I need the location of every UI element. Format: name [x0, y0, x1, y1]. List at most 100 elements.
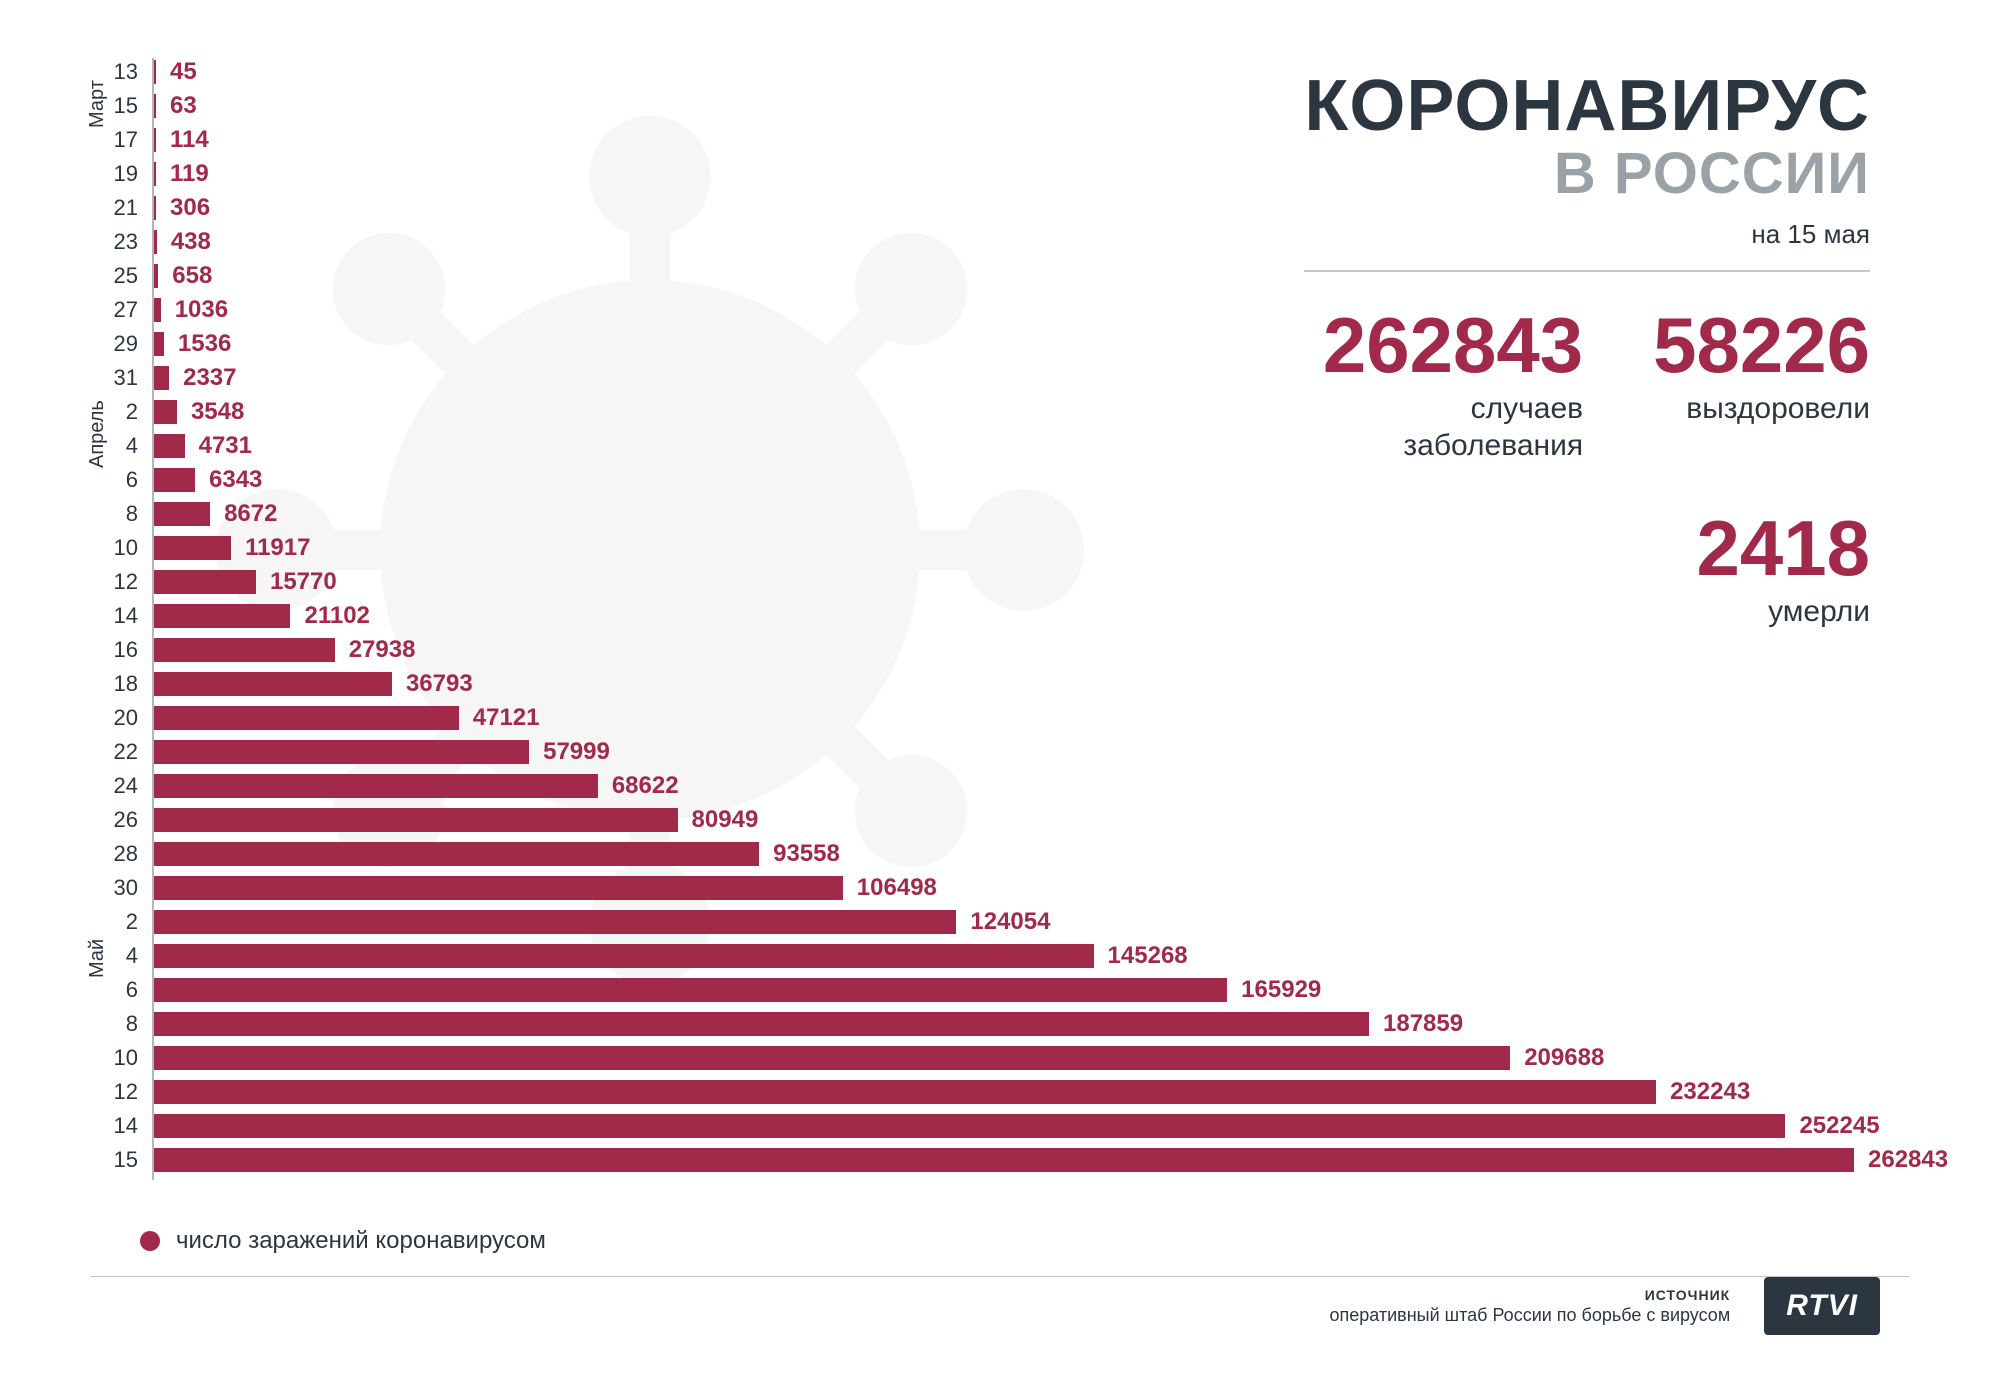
- bar-row: 28 93558: [100, 840, 840, 868]
- bar-row: 21306: [100, 194, 210, 222]
- day-label: 2: [100, 399, 148, 425]
- legend: число заражений коронавирусом: [140, 1227, 546, 1255]
- day-label: 15: [100, 93, 148, 119]
- bar-value-label: 145268: [1108, 942, 1188, 970]
- day-label: 14: [100, 603, 148, 629]
- bar: [154, 128, 156, 152]
- bar: [154, 162, 156, 186]
- bar: [154, 808, 678, 832]
- bar-value-label: 93558: [773, 840, 840, 868]
- bar-value-label: 119: [170, 160, 209, 188]
- bar: [154, 876, 843, 900]
- bar-value-label: 3548: [191, 398, 244, 426]
- bar: [154, 910, 956, 934]
- bar: [154, 1046, 1510, 1070]
- bar-row: 14252245: [100, 1112, 1880, 1140]
- bar-row: 12 15770: [100, 568, 337, 596]
- bar-row: 2468622: [100, 772, 679, 800]
- bar-value-label: 106498: [857, 874, 937, 902]
- bar-row: 12 232243: [100, 1078, 1750, 1106]
- day-label: 16: [100, 637, 148, 663]
- day-label: 17: [100, 127, 148, 153]
- bar-row: 10209688: [100, 1044, 1604, 1072]
- day-label: 12: [100, 1079, 148, 1105]
- day-label: 31: [100, 365, 148, 391]
- as-of-date: на 15 мая: [1304, 219, 1870, 250]
- bar-row: 6165929: [100, 976, 1321, 1004]
- bar-row: 8187859: [100, 1010, 1463, 1038]
- bar: [154, 740, 529, 764]
- bar: [154, 502, 210, 526]
- bar: [154, 264, 158, 288]
- bar-value-label: 15770: [270, 568, 337, 596]
- bar-row: 17114: [100, 126, 209, 154]
- day-label: 6: [100, 977, 148, 1003]
- stat-cases-label: случаев заболевания: [1323, 390, 1583, 465]
- bar: [154, 366, 169, 390]
- bar-row: 44731: [100, 432, 252, 460]
- bar-value-label: 252245: [1799, 1112, 1879, 1140]
- bar: [154, 1012, 1369, 1036]
- day-label: 18: [100, 671, 148, 697]
- bar: [154, 774, 598, 798]
- bar: [154, 536, 231, 560]
- legend-dot-icon: [140, 1231, 160, 1251]
- bar: [154, 1080, 1656, 1104]
- bar-value-label: 80949: [692, 806, 759, 834]
- day-label: 12: [100, 569, 148, 595]
- bar-row: 8 8672: [100, 500, 277, 528]
- bar-row: 1011917: [100, 534, 310, 562]
- bar-value-label: 232243: [1670, 1078, 1750, 1106]
- bar-value-label: 262843: [1868, 1146, 1948, 1174]
- stat-deaths-value: 2418: [1696, 509, 1870, 587]
- bar-value-label: 1536: [178, 330, 231, 358]
- day-label: 28: [100, 841, 148, 867]
- day-label: 8: [100, 501, 148, 527]
- bar-value-label: 27938: [349, 636, 416, 664]
- bar-row: 2047121: [100, 704, 540, 732]
- bar-value-label: 6343: [209, 466, 262, 494]
- bar: [154, 570, 256, 594]
- bar-value-label: 8672: [224, 500, 277, 528]
- bar: [154, 842, 759, 866]
- bar-value-label: 45: [170, 58, 197, 86]
- bar: [154, 604, 290, 628]
- bar-value-label: 1036: [175, 296, 228, 324]
- footer: ИСТОЧНИК оперативный штаб России по борь…: [1329, 1277, 1880, 1335]
- stat-recovered-value: 58226: [1653, 306, 1870, 384]
- day-label: 8: [100, 1011, 148, 1037]
- day-label: 21: [100, 195, 148, 221]
- bar-value-label: 57999: [543, 738, 610, 766]
- stat-recovered-label: выздоровели: [1653, 390, 1870, 428]
- bar: [154, 1114, 1785, 1138]
- bar-row: 2 124054: [100, 908, 1050, 936]
- bar-value-label: 438: [171, 228, 211, 256]
- bar: [154, 468, 195, 492]
- bar: [154, 978, 1227, 1002]
- bar-row: 4145268: [100, 942, 1188, 970]
- bar-row: 15 262843: [100, 1146, 1948, 1174]
- bar-value-label: 11917: [245, 534, 310, 562]
- bar-row: 25658: [100, 262, 212, 290]
- bar: [154, 1148, 1854, 1172]
- bar-value-label: 21102: [304, 602, 369, 630]
- stat-cases: 262843 случаев заболевания: [1323, 306, 1583, 465]
- bar-row: 2680949: [100, 806, 758, 834]
- day-label: 20: [100, 705, 148, 731]
- bar-row: 1345: [100, 58, 197, 86]
- stat-deaths-label: умерли: [1696, 593, 1870, 631]
- day-label: 15: [100, 1147, 148, 1173]
- stats-panel: КОРОНАВИРУС В РОССИИ на 15 мая 262843 сл…: [1304, 70, 1870, 630]
- bar-row: 19 119: [100, 160, 209, 188]
- day-label: 23: [100, 229, 148, 255]
- day-label: 19: [100, 161, 148, 187]
- bar-row: 14 21102: [100, 602, 370, 630]
- divider: [1304, 270, 1870, 272]
- bar-value-label: 124054: [970, 908, 1050, 936]
- day-label: 29: [100, 331, 148, 357]
- source-label: ИСТОЧНИК: [1329, 1287, 1730, 1303]
- bar-row: 2257999: [100, 738, 610, 766]
- rtvi-logo: RTVI: [1764, 1277, 1880, 1335]
- day-label: 25: [100, 263, 148, 289]
- day-label: 2: [100, 909, 148, 935]
